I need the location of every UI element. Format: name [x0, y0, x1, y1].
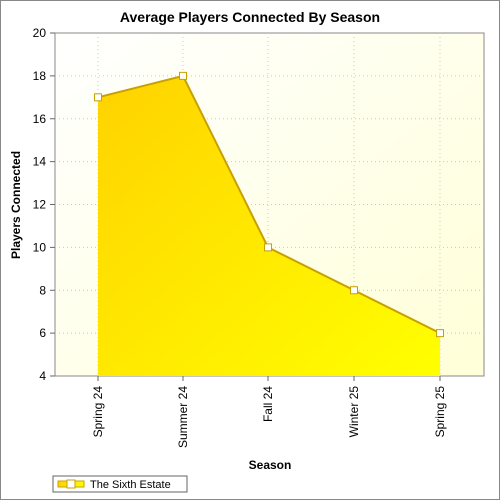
data-point: [264, 243, 272, 252]
data-point: [350, 286, 358, 295]
y-tick-label: 4: [39, 369, 46, 383]
series-markers: [94, 71, 444, 338]
x-axis: Spring 24 Summer 24 Fall 24 Winter 25 Spring…: [91, 376, 447, 448]
y-tick-label: 12: [33, 198, 47, 212]
x-tick-label: Spring 25: [433, 386, 447, 438]
y-tick-label: 10: [33, 240, 47, 254]
legend: The Sixth Estate: [52, 475, 188, 493]
y-tick-label: 16: [33, 112, 47, 126]
legend-marker: [66, 479, 76, 489]
y-tick-label: 20: [33, 26, 47, 40]
y-tick-label: 14: [33, 155, 47, 169]
legend-box: [52, 475, 188, 493]
data-point: [436, 329, 444, 338]
y-tick-label: 18: [33, 69, 47, 83]
x-tick-label: Summer 24: [176, 386, 190, 448]
y-tick-label: 6: [39, 326, 46, 340]
x-tick-label: Spring 24: [91, 386, 105, 438]
x-tick-label: Winter 25: [347, 386, 361, 438]
chart-title: Average Players Connected By Season: [120, 9, 380, 25]
y-axis: 4 6 8 10 12 14 16 18 20: [33, 26, 55, 383]
y-axis-label: Players Connected: [9, 151, 23, 259]
x-tick-label: Fall 24: [261, 386, 275, 422]
area-fill: [98, 75, 440, 376]
legend-label: The Sixth Estate: [90, 479, 171, 491]
x-axis-label: Season: [249, 458, 292, 472]
data-point: [179, 71, 187, 80]
y-tick-label: 8: [39, 283, 46, 297]
data-point: [94, 93, 102, 102]
